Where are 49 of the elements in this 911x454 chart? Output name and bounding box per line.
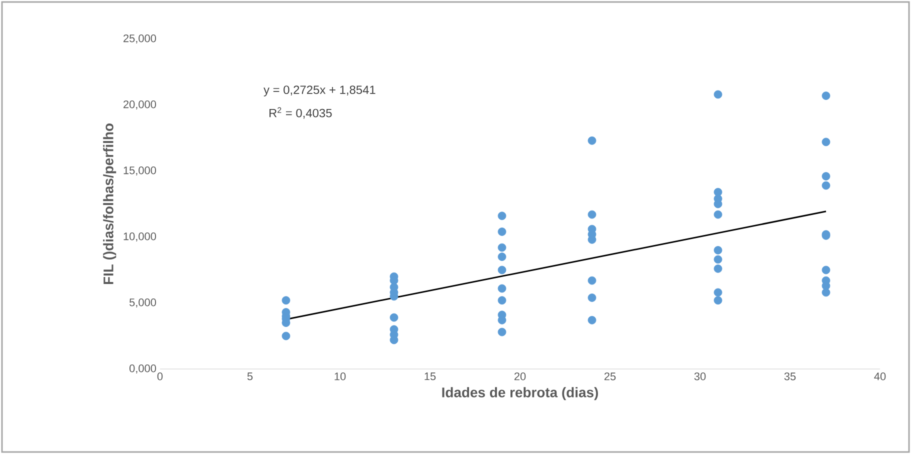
y-tick-label: 0,000 xyxy=(129,364,156,374)
x-tick-label: 5 xyxy=(247,372,253,380)
point xyxy=(714,296,722,305)
annotation: R$^{2}$ = 0,4035 xyxy=(270,107,332,119)
x-tick-label: 20 xyxy=(514,372,526,380)
point xyxy=(822,138,830,146)
point xyxy=(282,296,290,305)
x-tick-label: 35 xyxy=(784,372,796,380)
point xyxy=(588,316,596,324)
point xyxy=(822,266,830,274)
point xyxy=(498,284,506,293)
x-tick-label: 30 xyxy=(694,372,706,380)
point xyxy=(714,210,722,219)
point xyxy=(822,172,830,180)
y-axis-title: FIL ()dias/folhas/perfilho xyxy=(103,124,116,284)
point xyxy=(822,181,830,190)
point xyxy=(822,288,830,297)
point xyxy=(588,294,596,302)
point xyxy=(588,210,596,219)
point xyxy=(588,276,596,285)
point xyxy=(714,246,722,254)
point xyxy=(714,255,722,264)
annotation: y = 0,2725x + 1,8541 xyxy=(264,86,376,96)
point xyxy=(498,228,506,236)
point xyxy=(390,313,398,322)
point xyxy=(498,252,506,261)
point xyxy=(714,288,722,297)
x-tick-label: 10 xyxy=(334,372,346,380)
point xyxy=(498,328,506,336)
x-tick-label: 15 xyxy=(424,372,436,380)
x-tick-label: 0 xyxy=(157,372,163,380)
y-tick-label: 15,000 xyxy=(124,166,156,176)
point xyxy=(714,264,722,273)
point xyxy=(498,296,506,305)
y-tick-label: 5,000 xyxy=(129,298,156,308)
y-tick-label: 10,000 xyxy=(124,232,156,242)
point xyxy=(282,332,290,340)
y-tick-label: 25,000 xyxy=(124,34,156,44)
point xyxy=(714,90,722,99)
point xyxy=(498,212,506,220)
y-tick-label: 20,000 xyxy=(124,100,156,110)
point xyxy=(714,188,722,196)
point xyxy=(498,266,506,274)
point xyxy=(822,92,830,100)
x-tick-label: 25 xyxy=(604,372,616,380)
point xyxy=(498,243,506,252)
point xyxy=(588,136,596,145)
x-axis-title: Idades de rebrota (dias) xyxy=(442,387,598,400)
x-tick-label: 40 xyxy=(874,372,886,380)
